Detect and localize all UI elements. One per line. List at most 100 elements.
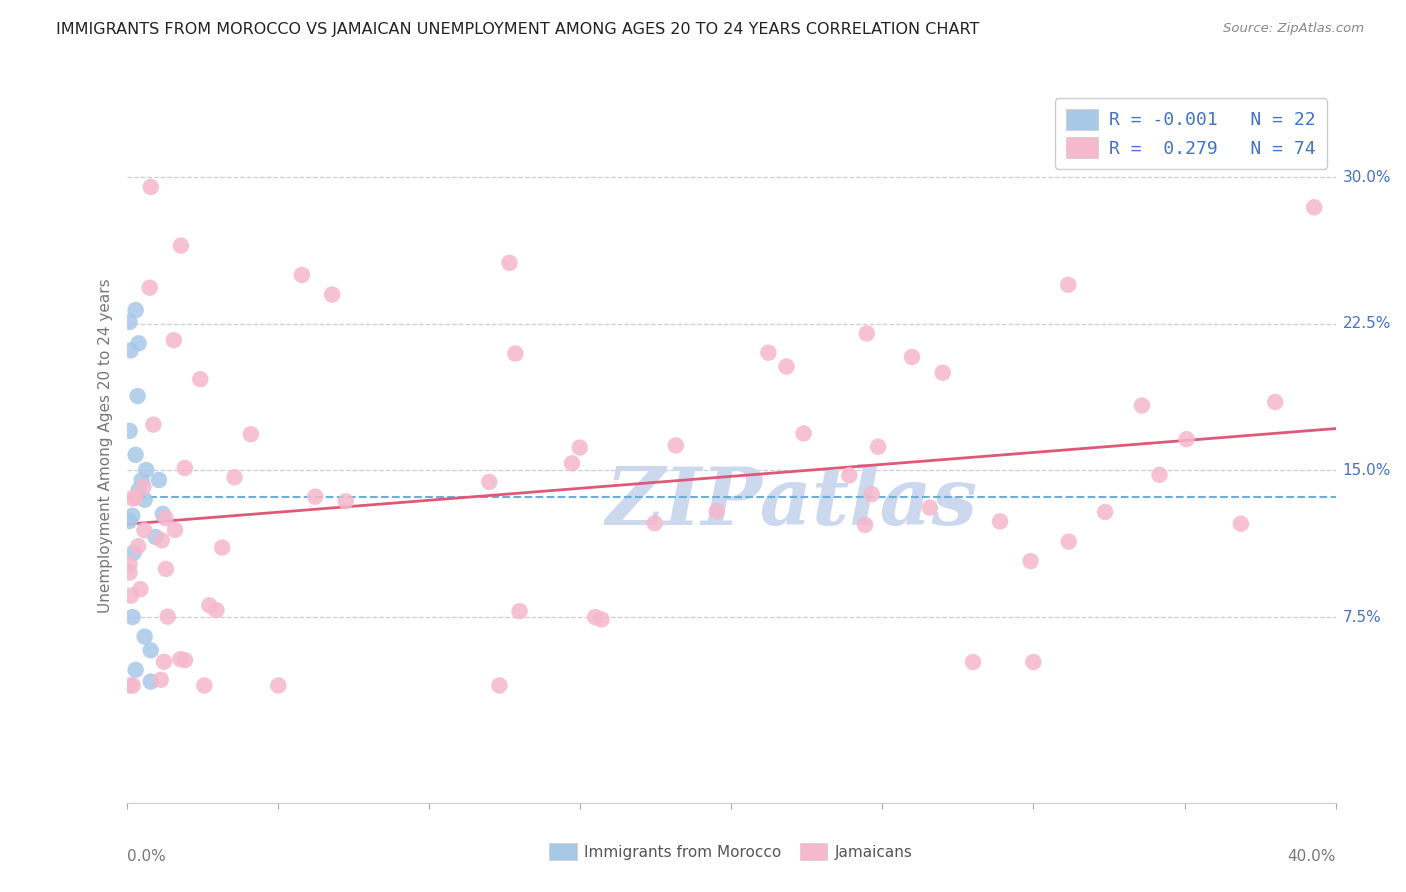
Point bbox=[1022, 655, 1045, 669]
Text: 7.5%: 7.5% bbox=[1343, 609, 1382, 624]
Point bbox=[118, 424, 141, 438]
Point bbox=[901, 350, 924, 364]
Point bbox=[138, 281, 160, 295]
Point bbox=[665, 438, 688, 452]
Point bbox=[932, 366, 955, 380]
Point bbox=[1230, 516, 1253, 531]
Text: 0.0%: 0.0% bbox=[127, 849, 166, 864]
Point bbox=[118, 566, 141, 580]
Point bbox=[163, 333, 186, 347]
Point bbox=[1019, 554, 1042, 568]
Point bbox=[205, 603, 228, 617]
Point bbox=[124, 303, 146, 318]
Point bbox=[561, 456, 583, 470]
Point bbox=[478, 475, 501, 489]
Point bbox=[188, 372, 211, 386]
Point bbox=[134, 492, 156, 507]
Point bbox=[128, 336, 150, 351]
Legend: Immigrants from Morocco, Jamaicans: Immigrants from Morocco, Jamaicans bbox=[543, 837, 920, 866]
Point bbox=[1175, 432, 1198, 446]
Text: Source: ZipAtlas.com: Source: ZipAtlas.com bbox=[1223, 22, 1364, 36]
Point bbox=[1303, 200, 1326, 214]
Point bbox=[121, 610, 143, 624]
Point bbox=[198, 599, 221, 613]
Point bbox=[488, 678, 510, 692]
Point bbox=[509, 604, 531, 618]
Point bbox=[145, 530, 167, 544]
Text: 22.5%: 22.5% bbox=[1343, 317, 1391, 331]
Point bbox=[1149, 467, 1171, 482]
Point bbox=[139, 643, 162, 657]
Point bbox=[155, 511, 177, 525]
Text: 30.0%: 30.0% bbox=[1343, 169, 1391, 185]
Text: IMMIGRANTS FROM MOROCCO VS JAMAICAN UNEMPLOYMENT AMONG AGES 20 TO 24 YEARS CORRE: IMMIGRANTS FROM MOROCCO VS JAMAICAN UNEM… bbox=[56, 22, 980, 37]
Point bbox=[644, 516, 666, 531]
Point bbox=[131, 473, 153, 487]
Point bbox=[505, 346, 527, 360]
Point bbox=[267, 678, 290, 692]
Point bbox=[988, 515, 1011, 529]
Point bbox=[758, 345, 780, 359]
Point bbox=[118, 557, 141, 571]
Point bbox=[120, 678, 142, 692]
Point bbox=[153, 655, 176, 669]
Point bbox=[568, 441, 591, 455]
Point bbox=[128, 483, 150, 497]
Point bbox=[121, 508, 143, 523]
Point bbox=[1264, 395, 1286, 409]
Point bbox=[118, 315, 141, 329]
Point bbox=[124, 491, 146, 505]
Point bbox=[918, 500, 941, 515]
Point bbox=[498, 256, 520, 270]
Point bbox=[127, 539, 149, 553]
Point bbox=[335, 494, 357, 508]
Point bbox=[127, 389, 149, 403]
Point bbox=[156, 609, 179, 624]
Y-axis label: Unemployment Among Ages 20 to 24 years: Unemployment Among Ages 20 to 24 years bbox=[97, 278, 112, 614]
Point bbox=[124, 663, 146, 677]
Point bbox=[174, 653, 197, 667]
Point bbox=[1057, 277, 1080, 292]
Text: 40.0%: 40.0% bbox=[1288, 849, 1336, 864]
Point bbox=[139, 180, 162, 194]
Point bbox=[150, 533, 173, 548]
Point bbox=[706, 504, 728, 518]
Text: ZIPatlas: ZIPatlas bbox=[606, 465, 977, 541]
Point bbox=[224, 470, 246, 484]
Point bbox=[134, 523, 156, 537]
Point bbox=[122, 546, 145, 560]
Point bbox=[853, 517, 876, 532]
Point bbox=[211, 541, 233, 555]
Point bbox=[134, 630, 156, 644]
Point bbox=[148, 473, 170, 487]
Point bbox=[1094, 505, 1116, 519]
Text: 15.0%: 15.0% bbox=[1343, 463, 1391, 478]
Point bbox=[304, 490, 326, 504]
Point bbox=[120, 343, 142, 358]
Point bbox=[321, 287, 343, 301]
Point bbox=[173, 461, 195, 475]
Point bbox=[120, 589, 142, 603]
Point bbox=[135, 463, 157, 477]
Point bbox=[163, 523, 186, 537]
Point bbox=[121, 678, 143, 692]
Point bbox=[170, 238, 193, 252]
Point bbox=[142, 417, 165, 432]
Point bbox=[139, 674, 162, 689]
Point bbox=[239, 427, 262, 442]
Point bbox=[193, 678, 215, 692]
Point bbox=[149, 673, 172, 687]
Point bbox=[793, 426, 815, 441]
Point bbox=[169, 652, 191, 666]
Point bbox=[155, 562, 177, 576]
Point bbox=[121, 491, 143, 506]
Point bbox=[962, 655, 984, 669]
Point bbox=[1057, 534, 1080, 549]
Point bbox=[868, 440, 890, 454]
Point bbox=[855, 326, 877, 341]
Point bbox=[132, 480, 155, 494]
Point bbox=[775, 359, 797, 374]
Point bbox=[118, 514, 141, 528]
Point bbox=[838, 468, 860, 483]
Point bbox=[583, 610, 606, 624]
